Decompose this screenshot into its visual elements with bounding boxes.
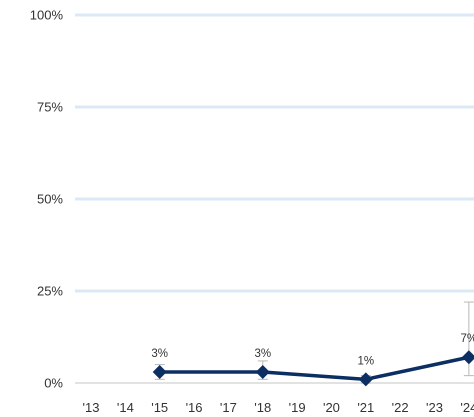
gridlines <box>75 13 474 384</box>
data-point-marker <box>358 372 373 387</box>
y-tick-label: 75% <box>37 100 63 115</box>
x-tick-label: '24 <box>460 400 474 415</box>
series-lines <box>159 355 470 382</box>
y-tick-label: 50% <box>37 192 63 207</box>
x-tick-label: '15 <box>151 400 168 415</box>
x-tick-label: '18 <box>254 400 271 415</box>
y-tick-label: 25% <box>37 284 63 299</box>
data-label: 3% <box>151 348 168 360</box>
y-tick-label: 100% <box>30 8 64 23</box>
data-label: 3% <box>254 348 271 360</box>
y-tick-label: 0% <box>44 376 63 391</box>
x-tick-label: '20 <box>323 400 340 415</box>
data-point-marker <box>255 364 270 379</box>
data-labels: 3% 3% 1% 7% <box>151 333 474 367</box>
data-label: 7% <box>461 333 474 345</box>
x-tick-label: '21 <box>357 400 374 415</box>
series-line <box>159 355 470 382</box>
x-tick-label: '13 <box>83 400 100 415</box>
data-markers <box>152 350 474 387</box>
x-tick-label: '17 <box>220 400 237 415</box>
x-tick-label: '22 <box>392 400 409 415</box>
data-point-marker <box>461 350 474 365</box>
x-axis-tick-labels: '13 '14 '15 '16 '17 '18 '19 '20 '21 '22 '23 '24 <box>83 400 474 415</box>
x-tick-label: '16 <box>186 400 203 415</box>
y-axis-tick-labels: 0% 25% 50% 75% 100% <box>30 8 64 391</box>
data-label: 1% <box>357 355 374 367</box>
x-tick-label: '19 <box>289 400 306 415</box>
x-tick-label: '23 <box>426 400 443 415</box>
data-point-marker <box>152 364 167 379</box>
x-tick-label: '14 <box>117 400 134 415</box>
